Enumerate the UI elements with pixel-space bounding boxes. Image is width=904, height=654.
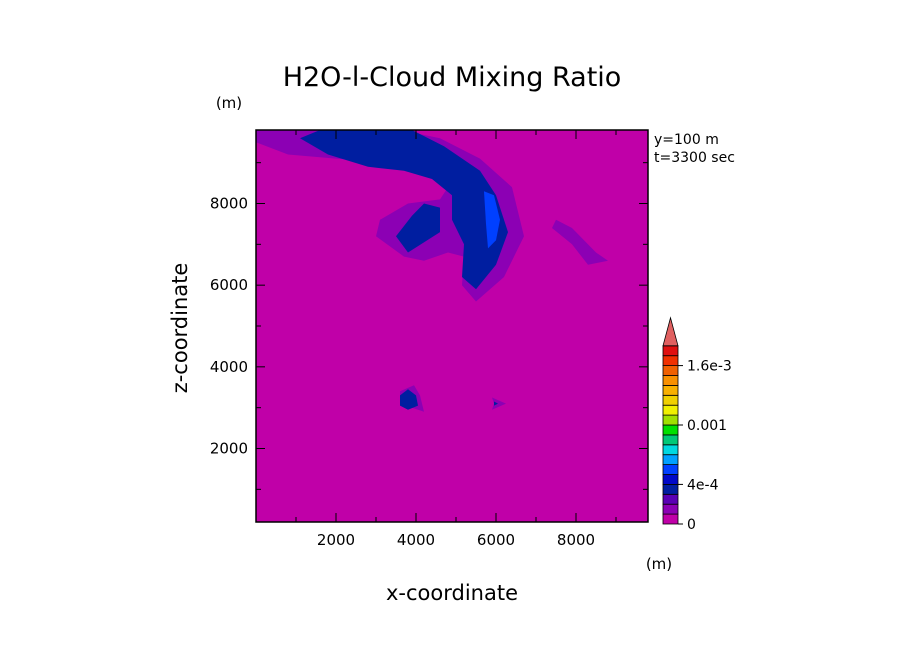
colorbar-swatch (662, 345, 679, 357)
contour-regions (256, 130, 608, 412)
x-tick-label: 2000 (317, 531, 355, 549)
colorbar-swatch (662, 444, 679, 456)
y-axis-ticks: 2000 4000 6000 8000 (210, 162, 648, 490)
colorbar-swatch (662, 424, 679, 436)
colorbar-swatch (662, 493, 679, 505)
contour-region-7 (492, 397, 506, 410)
colorbar-swatch (662, 474, 679, 485)
colorbar-swatch (662, 384, 679, 396)
x-tick-label: 4000 (397, 531, 435, 549)
y-axis-label: z-coordinate (168, 263, 192, 394)
colorbar-tick-label: 0 (687, 517, 696, 533)
contour-region-6 (400, 389, 418, 410)
y-tick-label: 8000 (210, 195, 248, 213)
colorbar: 0 4e-4 0.001 1.6e-3 (662, 316, 732, 533)
colorbar-swatch (662, 355, 679, 367)
x-axis-label: x-coordinate (386, 581, 518, 605)
colorbar-swatch (662, 414, 679, 426)
colorbar-swatch (662, 513, 679, 525)
contour-region-3 (552, 219, 608, 265)
y-tick-label: 6000 (210, 276, 248, 294)
colorbar-swatch (662, 483, 679, 495)
plot-area (255, 129, 649, 523)
annotation-y-position: y=100 m (654, 132, 719, 148)
colorbar-swatch (662, 394, 679, 406)
colorbar-tick-label: 4e-4 (687, 477, 719, 493)
colorbar-swatch (662, 503, 679, 515)
contour-region-4 (396, 203, 440, 253)
colorbar-swatch (662, 454, 679, 466)
colorbar-swatch (662, 375, 679, 386)
y-tick-label: 2000 (210, 440, 248, 458)
colorbar-swatch (662, 434, 679, 446)
colorbar-tick-label: 1.6e-3 (687, 359, 732, 375)
colorbar-swatch (662, 464, 679, 475)
chart-title: H2O-l-Cloud Mixing Ratio (283, 62, 622, 93)
y-tick-label: 4000 (210, 358, 248, 376)
annotation-time: t=3300 sec (654, 150, 735, 166)
contour-region-1 (300, 130, 508, 290)
contour-region-8 (494, 401, 498, 406)
x-tick-label: 6000 (477, 531, 515, 549)
colorbar-swatch (662, 365, 679, 376)
contour-region-2 (484, 191, 500, 249)
colorbar-swatch (662, 404, 679, 416)
x-tick-label: 8000 (557, 531, 595, 549)
x-unit-label: (m) (646, 555, 672, 573)
colorbar-extend-arrow (662, 316, 679, 347)
colorbar-tick-label: 0.001 (687, 418, 727, 434)
y-unit-label: (m) (216, 94, 242, 112)
x-axis-ticks: 2000 4000 6000 8000 (295, 130, 617, 549)
